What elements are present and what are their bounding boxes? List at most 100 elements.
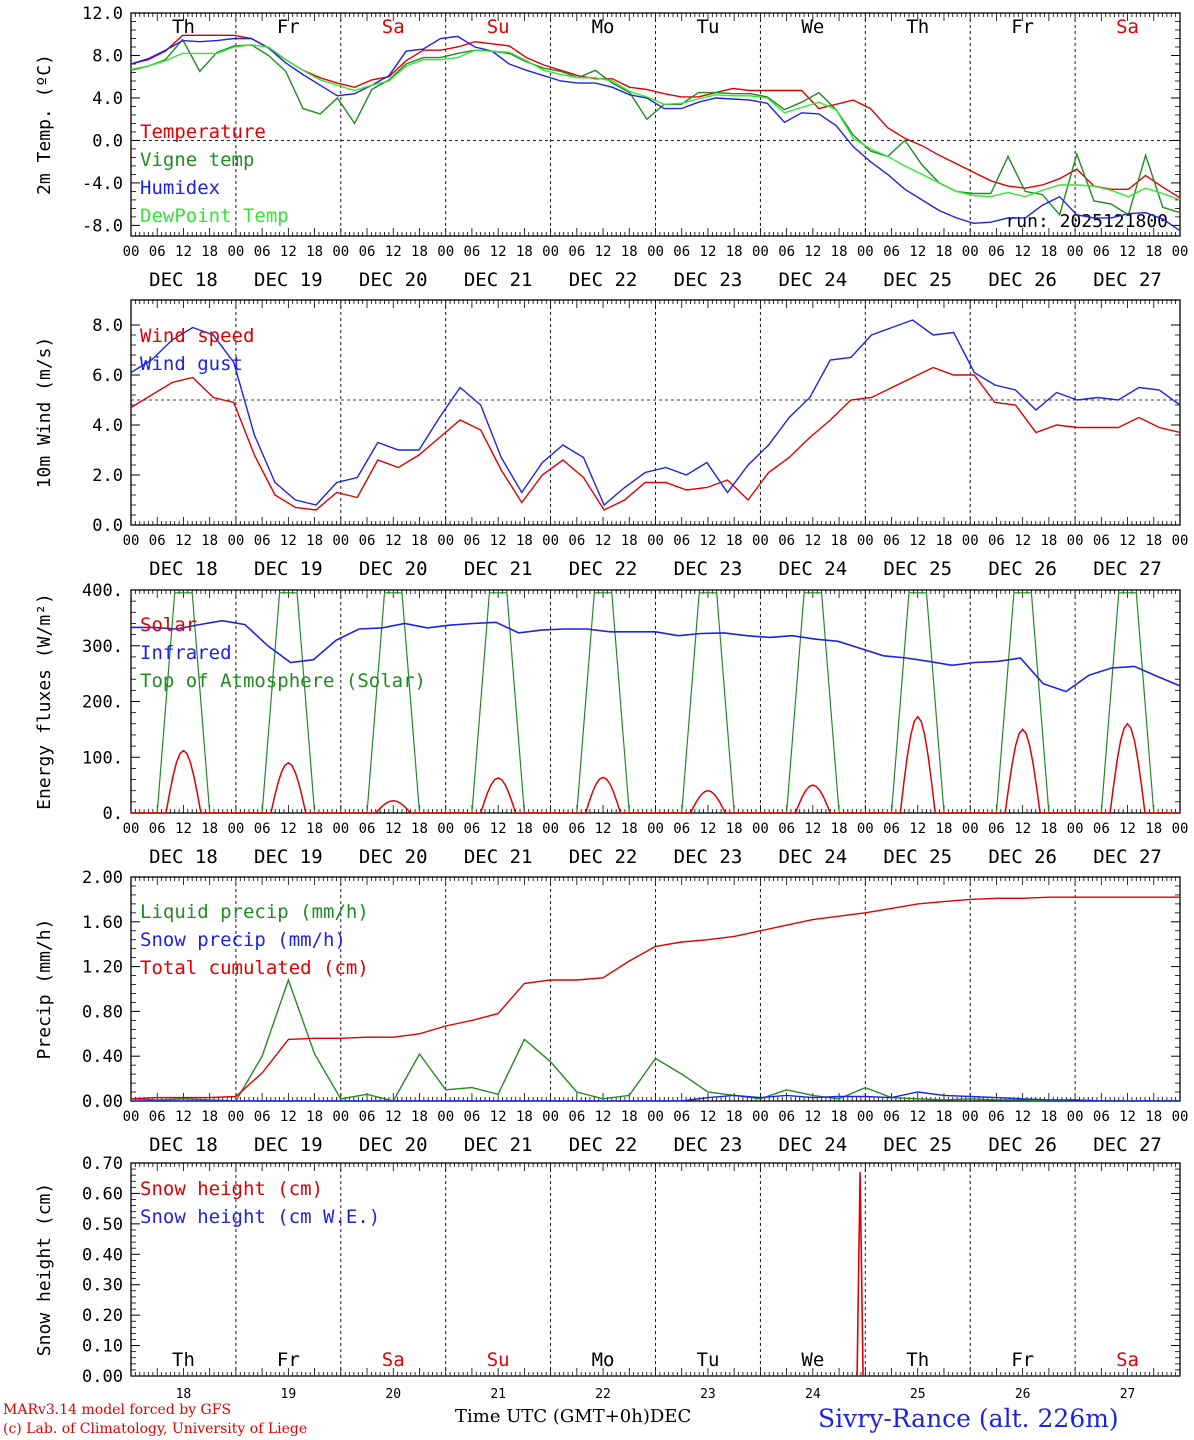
hour-tick-label: 06 [568,821,585,837]
day-number-label: 19 [281,1387,297,1402]
weekday-label: Fr [1011,16,1034,38]
series-line-infrared [131,619,1180,693]
legend-entry: Vigne temp [140,149,254,171]
date-label: DEC 25 [883,269,952,291]
y-axis-label: Snow height (cm) [34,1183,55,1356]
hour-tick-label: 06 [988,244,1005,260]
hour-tick-label: 12 [595,244,612,260]
weekday-label: Th [172,1349,195,1371]
hour-tick-label: 06 [1093,244,1110,260]
date-label: DEC 19 [254,1134,323,1156]
y-axis-label: 10m Wind (m/s) [34,337,55,489]
hour-tick-label: 06 [673,533,690,549]
hour-tick-label: 12 [804,244,821,260]
weekday-label: Th [906,1349,929,1371]
date-label: DEC 22 [569,269,638,291]
hour-tick-label: 18 [201,533,218,549]
hour-tick-label: 18 [726,1109,743,1125]
y-tick-label: 0.10 [82,1337,123,1357]
y-tick-label: 400. [82,581,123,601]
hour-tick-label: 06 [883,821,900,837]
date-label: DEC 18 [149,1134,218,1156]
y-tick-label: 2.00 [82,868,123,888]
hour-tick-label: 06 [149,1109,166,1125]
hour-tick-label: 00 [437,533,454,549]
hour-tick-label: 18 [936,533,953,549]
hour-tick-label: 00 [1067,1109,1084,1125]
day-number-label: 21 [490,1387,506,1402]
weekday-label: Sa [1116,16,1139,38]
hour-tick-label: 12 [595,821,612,837]
hour-tick-label: 06 [254,244,271,260]
hour-tick-label: 12 [700,821,717,837]
y-axis-label: Precip (mm/h) [34,919,55,1060]
hour-tick-label: 06 [883,533,900,549]
hour-tick-label: 06 [254,1109,271,1125]
date-label: DEC 24 [779,846,848,868]
day-number-label: 20 [385,1387,401,1402]
y-axis-label: 2m Temp. (ºC) [34,54,55,195]
date-label: DEC 27 [1093,558,1162,580]
y-tick-label: 0.20 [82,1306,123,1326]
date-label: DEC 24 [779,269,848,291]
hour-tick-label: 00 [542,244,559,260]
hour-tick-label: 00 [647,533,664,549]
date-label: DEC 21 [464,1134,533,1156]
y-tick-label: 0.00 [82,1367,123,1387]
hour-tick-label: 06 [883,244,900,260]
hour-tick-label: 12 [804,821,821,837]
hour-tick-label: 00 [1172,244,1189,260]
date-label: DEC 19 [254,269,323,291]
date-label: DEC 23 [674,846,743,868]
hour-tick-label: 00 [752,244,769,260]
weekday-label: Tu [697,1349,720,1371]
hour-tick-label: 18 [621,821,638,837]
hour-tick-label: 00 [437,244,454,260]
hour-tick-label: 18 [1145,533,1162,549]
hour-tick-label: 18 [936,821,953,837]
hour-tick-label: 00 [752,533,769,549]
hour-tick-label: 18 [306,1109,323,1125]
legend-entry: Solar [140,614,197,636]
date-label: DEC 20 [359,269,428,291]
hour-tick-label: 12 [385,244,402,260]
legend-entry: Snow height (cm) [140,1178,323,1200]
date-label: DEC 21 [464,269,533,291]
legend-entry: Infrared [140,642,232,664]
hour-tick-label: 12 [1119,533,1136,549]
hour-tick-label: 18 [306,821,323,837]
hour-tick-label: 00 [1067,533,1084,549]
date-label: DEC 26 [988,558,1057,580]
hour-tick-label: 06 [568,244,585,260]
date-label: DEC 26 [988,846,1057,868]
hour-tick-label: 18 [201,244,218,260]
date-label: DEC 24 [779,1134,848,1156]
hour-tick-label: 00 [227,821,244,837]
hour-tick-label: 00 [542,821,559,837]
hour-tick-label: 12 [175,821,192,837]
hour-tick-label: 06 [254,533,271,549]
time-label: Time UTC (GMT+0h) [455,1406,650,1427]
weekday-label: Th [906,16,929,38]
hour-tick-label: 00 [332,244,349,260]
weekday-label: Sa [382,16,405,38]
plot-frame-energy [130,589,1181,814]
hour-tick-label: 12 [804,533,821,549]
date-label: DEC 19 [254,846,323,868]
month-label: DEC [649,1406,692,1427]
hour-tick-label: 06 [778,821,795,837]
hour-tick-label: 12 [1014,533,1031,549]
legend-entry: Humidex [140,177,220,199]
hour-tick-label: 18 [516,533,533,549]
hour-tick-label: 00 [437,1109,454,1125]
hour-tick-label: 06 [988,1109,1005,1125]
date-label: DEC 24 [779,558,848,580]
y-tick-label: 0.50 [82,1215,123,1235]
legend-entry: Temperature [140,121,266,143]
series-line-toa-solar [131,592,1180,813]
date-label: DEC 22 [569,558,638,580]
hour-tick-label: 00 [752,821,769,837]
hour-tick-label: 18 [516,244,533,260]
hour-tick-label: 18 [201,1109,218,1125]
